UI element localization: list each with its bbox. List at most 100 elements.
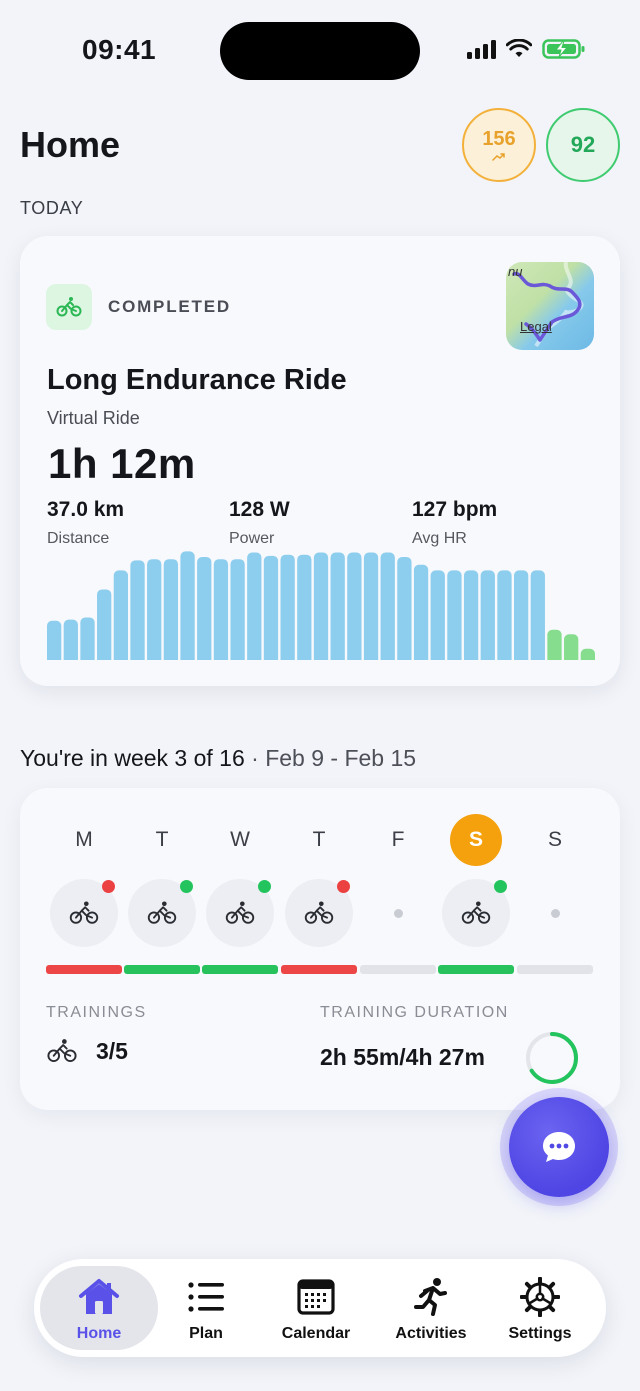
activity-duration: 1h 12m	[48, 440, 196, 487]
runner-icon	[414, 1278, 447, 1316]
metric-distance-label: Distance	[47, 530, 110, 547]
page-title: Home	[20, 124, 121, 165]
power-bar	[397, 556, 412, 660]
tab-calendar[interactable]: Calendar	[261, 1277, 371, 1343]
day-workout-bubble[interactable]	[128, 879, 196, 947]
route-map-thumbnail[interactable]: nu Legal	[506, 262, 594, 350]
day-compliance-segment	[360, 965, 436, 974]
power-bar	[463, 570, 479, 660]
power-bar	[163, 559, 179, 660]
training-duration-value: 2h 55m/4h 27m	[320, 1044, 485, 1070]
tab-settings[interactable]: Settings	[485, 1277, 595, 1343]
day-compliance-segment	[124, 965, 200, 974]
day-workout-bubble[interactable]	[442, 879, 510, 947]
power-bar	[113, 570, 128, 660]
training-duration-progress-ring	[526, 1032, 578, 1084]
cycling-icon	[304, 901, 334, 924]
power-bar	[480, 570, 495, 660]
day-letter[interactable]: F	[391, 828, 405, 851]
power-bar	[580, 648, 595, 660]
section-today-label: TODAY	[20, 198, 84, 218]
power-bar	[97, 589, 112, 660]
day-letter[interactable]: S	[450, 814, 502, 866]
metric-heart-rate-value: 127 bpm	[412, 498, 498, 521]
day-letter[interactable]: W	[230, 828, 250, 851]
rest-day-dot	[393, 909, 403, 918]
day-workout-bubble[interactable]	[206, 879, 274, 947]
chat-assistant-button[interactable]	[509, 1097, 609, 1197]
tab-calendar-label: Calendar	[281, 1325, 351, 1342]
calendar-icon	[297, 1279, 335, 1315]
form-score-value: 92	[570, 132, 596, 157]
week-date-range: · Feb 9 - Feb 15	[244, 745, 417, 771]
workout-status-dot	[337, 880, 350, 893]
map-legal-link[interactable]: Legal	[520, 319, 552, 334]
cycling-icon	[225, 901, 255, 924]
form-score-badge[interactable]: 92	[546, 108, 620, 182]
power-bar	[130, 560, 145, 660]
power-bar	[247, 552, 262, 660]
power-bar	[297, 554, 312, 660]
status-icons	[467, 38, 586, 60]
workout-status-dot	[494, 880, 507, 893]
power-bar	[47, 620, 62, 660]
power-bar	[213, 559, 229, 660]
power-bar	[197, 556, 212, 660]
day-compliance-segment	[438, 965, 514, 974]
tab-home[interactable]: Home	[44, 1277, 154, 1343]
day-letter[interactable]: T	[312, 828, 326, 851]
power-bar	[497, 570, 512, 660]
metric-distance: 37.0 km Distance	[47, 498, 124, 548]
workout-status-dot	[102, 880, 115, 893]
day-compliance-segment	[517, 965, 593, 974]
tab-activities-label: Activities	[395, 1325, 467, 1342]
wifi-icon	[506, 39, 532, 57]
cycling-icon	[69, 901, 99, 924]
list-icon	[188, 1282, 224, 1312]
activity-card[interactable]: COMPLETED nu Legal Long Endurance Ride V…	[20, 236, 620, 686]
status-bar: 09:41	[0, 0, 640, 100]
power-bar	[547, 629, 562, 660]
day-compliance-segment	[202, 965, 278, 974]
power-profile-chart	[47, 551, 595, 660]
power-bar	[530, 570, 545, 660]
fitness-score-value: 156	[482, 128, 516, 150]
cycling-sport-badge	[46, 284, 92, 330]
tab-activities[interactable]: Activities	[376, 1277, 486, 1343]
cellular-signal-icon	[467, 39, 496, 59]
power-bar	[230, 559, 245, 660]
day-compliance-segment	[46, 965, 122, 974]
power-bar	[180, 551, 195, 660]
metric-distance-value: 37.0 km	[47, 498, 125, 521]
day-workout-bubble[interactable]	[285, 879, 353, 947]
day-letter[interactable]: S	[547, 828, 562, 851]
power-bar	[80, 617, 95, 660]
tab-plan[interactable]: Plan	[151, 1277, 261, 1343]
power-bar	[347, 552, 362, 660]
cycling-icon	[461, 901, 491, 924]
power-bar	[147, 559, 162, 660]
metric-power: 128 W Power	[229, 498, 290, 548]
fitness-score-badge[interactable]: 156	[462, 108, 536, 182]
power-bar	[447, 570, 462, 660]
metric-power-label: Power	[229, 530, 275, 547]
power-bar	[380, 552, 395, 660]
power-bar	[413, 564, 429, 660]
day-letter[interactable]: M	[75, 828, 93, 851]
cycling-icon	[56, 297, 82, 317]
metric-heart-rate-label: Avg HR	[412, 530, 467, 547]
trend-up-icon	[492, 153, 505, 161]
week-progress-text: You're in week 3 of 16	[20, 745, 245, 771]
power-bar	[63, 619, 78, 660]
battery-charging-icon	[542, 39, 585, 59]
tab-bar: Home Plan Calendar Activities	[34, 1259, 606, 1357]
cycling-icon	[147, 901, 177, 924]
week-card[interactable]: TRAININGS 3/5 TRAINING DURATION 2h 55m/4…	[20, 788, 620, 1110]
power-bar	[313, 552, 329, 660]
map-place-label: nu	[508, 264, 523, 279]
day-letter[interactable]: T	[155, 828, 169, 851]
day-workout-bubble[interactable]	[50, 879, 118, 947]
metric-power-value: 128 W	[229, 498, 290, 521]
activity-status: COMPLETED	[108, 297, 231, 316]
trainings-label: TRAININGS	[46, 1004, 147, 1021]
